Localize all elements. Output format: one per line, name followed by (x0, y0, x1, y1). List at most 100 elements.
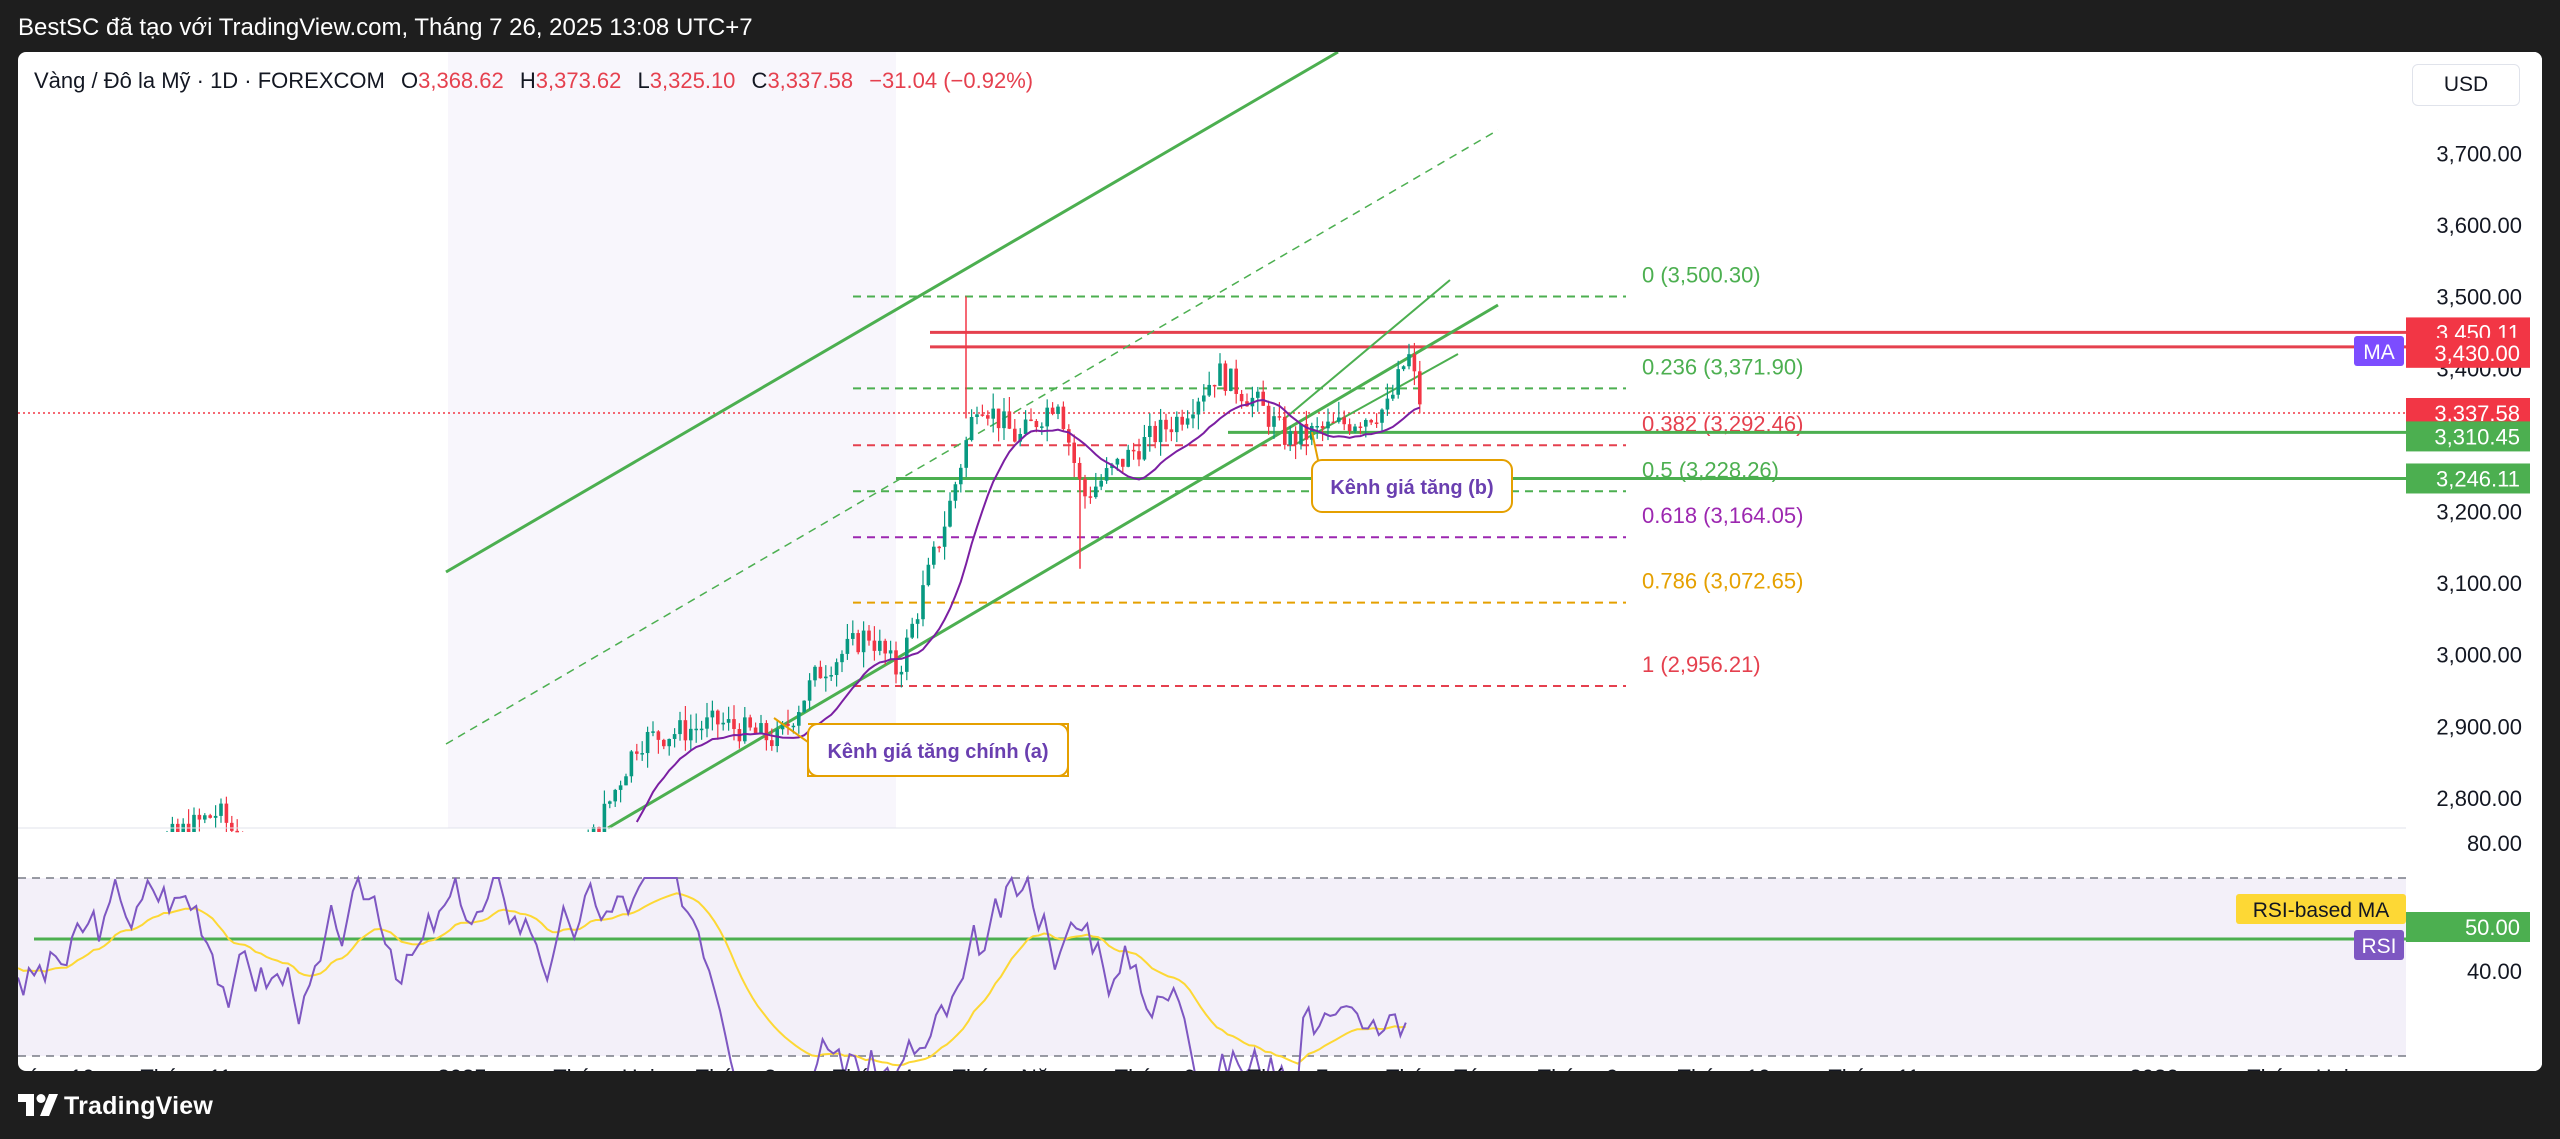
symbol-name[interactable]: Vàng / Đô la Mỹ · 1D · FOREXCOM (34, 68, 385, 93)
candle-body (1331, 421, 1336, 424)
candle-body (883, 640, 887, 654)
candle-body (683, 720, 688, 741)
candle-body (213, 815, 218, 818)
candle-body (807, 680, 812, 701)
candle-body (818, 666, 823, 679)
fib-label-6: 1 (2,956.21) (1642, 652, 1761, 677)
currency-button[interactable]: USD (2412, 64, 2520, 106)
change-value: −31.04 (−0.92%) (869, 68, 1034, 93)
candle-body (1207, 384, 1211, 396)
price-tag-3: 3,310.45 (2434, 424, 2520, 449)
candle-body (1234, 368, 1238, 394)
price-tick-0: 3,700.00 (2436, 142, 2522, 167)
candle-body (1083, 478, 1087, 497)
candle-body (219, 803, 223, 816)
price-tick-8: 2,900.00 (2436, 714, 2522, 739)
candle-body (672, 734, 677, 739)
candle-body (1104, 468, 1109, 481)
candle-body (1067, 429, 1071, 443)
candle-body (1180, 416, 1184, 425)
time-label-11: Tháng 10 (1678, 1065, 1771, 1071)
candle-body (840, 653, 844, 663)
candles (166, 296, 1422, 833)
time-label-0: Tháng 10 (18, 1065, 94, 1071)
candle-body (791, 725, 796, 728)
candle-body (656, 731, 661, 740)
tradingview-logo-icon (18, 1094, 58, 1116)
candle-body (618, 785, 623, 790)
candle-body (192, 814, 196, 832)
low-value: 3,325.10 (649, 68, 736, 93)
channel-b-lower (1295, 353, 1459, 445)
price-tag-bg-3 (2406, 421, 2530, 452)
candle-body (753, 727, 758, 734)
candle-body (1299, 423, 1303, 445)
close-value: 3,337.58 (767, 68, 854, 93)
candle-body (905, 637, 909, 672)
candle-body (705, 717, 709, 729)
candle-body (1023, 419, 1028, 434)
candle-body (651, 731, 655, 733)
candle-body (926, 564, 931, 586)
channel-a-lower (607, 303, 1499, 830)
candle-body (208, 815, 212, 818)
fib-label-1: 0.236 (3,371.90) (1642, 354, 1803, 379)
ma-tag-bg (2354, 336, 2404, 366)
candle-body (635, 751, 639, 754)
candle-body (1007, 411, 1012, 429)
price-tag-bg-1 (2406, 337, 2530, 368)
candle-body (802, 700, 806, 713)
rsi-pane (18, 827, 2542, 1071)
rsi-value-tag: 50.00 (2465, 915, 2520, 940)
candle-body (613, 789, 617, 802)
price-tags: 3,450.113,430.003,337.583,310.453,246.11… (2236, 317, 2530, 960)
candle-body (770, 740, 774, 747)
price-chart[interactable]: 0 (3,500.30)0.236 (3,371.90)0.382 (3,292… (18, 52, 2542, 1071)
rsi-ma-line (18, 892, 1406, 1067)
candle-body (1013, 428, 1017, 442)
candle-body (845, 638, 850, 654)
time-label-7: Tháng 6 (1115, 1065, 1196, 1071)
snapshot-header: BestSC đã tạo với TradingView.com, Tháng… (0, 0, 2560, 52)
callout-a-text: Kênh giá tăng chính (a) (827, 741, 1048, 763)
candle-body (1315, 425, 1319, 428)
candle-body (888, 650, 893, 654)
candle-body (1353, 426, 1357, 431)
candle-body (867, 630, 871, 641)
chart-panel[interactable]: 0 (3,500.30) 0.236 (3,371.90) 0.382 (3,292… (18, 52, 2542, 1071)
candle-body (878, 640, 882, 651)
candle-body (1347, 424, 1352, 431)
rsi-tag: RSI (2361, 935, 2396, 958)
candle-body (1304, 423, 1309, 440)
candle-body (1126, 449, 1130, 467)
candle-body (1094, 486, 1098, 498)
candle-body (1256, 391, 1260, 398)
candle-body (1196, 401, 1201, 415)
candle-body (910, 623, 914, 638)
price-tick-9: 2,800.00 (2436, 786, 2522, 811)
candle-body (975, 414, 979, 418)
candle-body (1202, 395, 1206, 402)
candle-body (1293, 431, 1298, 445)
candle-body (1277, 416, 1282, 418)
candle-body (829, 675, 833, 677)
candle-body (748, 717, 752, 728)
candle-body (1212, 384, 1217, 387)
price-tick-5: 3,200.00 (2436, 500, 2522, 525)
candle-body (1034, 420, 1039, 428)
candle-body (699, 728, 704, 731)
candle-body (678, 720, 682, 735)
snapshot-title: BestSC đã tạo với TradingView.com, Tháng… (18, 14, 753, 41)
candle-body (624, 776, 628, 786)
candle-body (694, 728, 698, 731)
candle-body (1223, 363, 1228, 391)
candle-body (953, 484, 958, 501)
candle-body (834, 662, 839, 676)
candle-body (851, 633, 855, 639)
price-tag-bg-4 (2406, 463, 2530, 494)
moving-average (635, 398, 1421, 823)
callout-b-text: Kênh giá tăng (b) (1330, 477, 1493, 499)
time-label-5: Tháng 4 (833, 1065, 914, 1071)
candle-body (1385, 398, 1390, 410)
time-label-9: Tháng Tám (1386, 1065, 1498, 1071)
